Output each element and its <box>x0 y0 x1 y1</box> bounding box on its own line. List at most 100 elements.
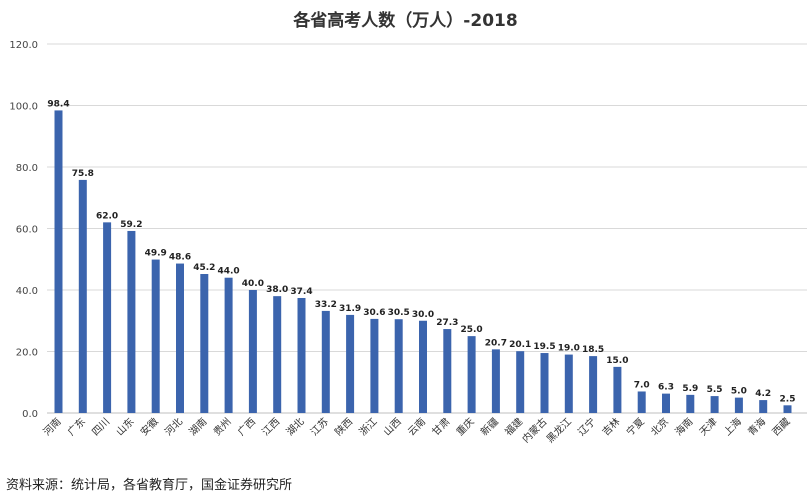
bar <box>540 353 549 413</box>
data-label: 15.0 <box>606 356 628 366</box>
y-tick-label: 60.0 <box>16 225 38 236</box>
bar <box>443 329 452 413</box>
x-tick-label: 河南 <box>40 415 63 438</box>
data-label: 30.5 <box>388 308 410 318</box>
x-tick-label: 湖南 <box>186 415 209 438</box>
data-label: 44.0 <box>217 267 239 277</box>
bar <box>467 336 476 413</box>
data-label: 45.2 <box>193 263 215 273</box>
bar <box>370 318 379 413</box>
data-label: 31.9 <box>339 304 361 314</box>
bar <box>710 396 719 413</box>
data-label: 18.5 <box>582 345 604 355</box>
x-tick-label: 贵州 <box>210 415 233 438</box>
bar <box>613 366 622 413</box>
data-label: 5.9 <box>682 384 698 394</box>
bar <box>637 391 646 413</box>
data-label: 75.8 <box>72 169 94 179</box>
data-label: 20.7 <box>485 338 507 348</box>
bar <box>589 356 598 413</box>
bar <box>346 314 355 413</box>
data-label: 5.5 <box>707 385 723 395</box>
data-label: 30.6 <box>363 308 385 318</box>
x-tick-label: 河北 <box>162 416 185 439</box>
bar <box>273 296 282 413</box>
data-label: 2.5 <box>780 394 796 404</box>
bar <box>686 394 695 413</box>
bar <box>248 290 257 413</box>
x-tick-label: 宁夏 <box>623 415 646 438</box>
bar <box>419 320 427 413</box>
bar <box>54 110 63 414</box>
data-label: 19.0 <box>558 344 580 354</box>
bar <box>78 179 87 413</box>
bar <box>783 405 792 413</box>
x-tick-label: 广东 <box>65 415 88 438</box>
bar <box>176 263 184 413</box>
y-tick-label: 120.0 <box>9 40 38 51</box>
x-tick-label: 西藏 <box>770 416 793 439</box>
x-tick-label: 浙江 <box>357 416 380 439</box>
x-tick-label: 江西 <box>260 416 283 439</box>
x-tick-label: 重庆 <box>453 415 476 438</box>
x-tick-label: 安徽 <box>137 415 160 438</box>
bar <box>103 222 112 413</box>
y-tick-label: 100.0 <box>9 102 38 113</box>
x-tick-label: 内蒙古 <box>519 415 549 445</box>
x-tick-label: 江苏 <box>308 415 331 438</box>
x-tick-label: 山东 <box>113 415 136 438</box>
x-tick-label: 四川 <box>90 416 112 438</box>
data-label: 40.0 <box>242 279 264 289</box>
bar <box>662 393 670 413</box>
x-tick-label: 上海 <box>721 415 744 438</box>
x-tick-label: 福建 <box>502 415 525 438</box>
x-tick-label: 新疆 <box>478 415 501 438</box>
data-label: 59.2 <box>120 220 142 230</box>
data-label: 37.4 <box>290 287 312 297</box>
bar <box>224 277 233 413</box>
x-tick-label: 吉林 <box>599 415 622 438</box>
y-tick-label: 20.0 <box>16 348 38 359</box>
bar <box>491 349 500 413</box>
x-tick-label: 湖北 <box>284 416 307 439</box>
data-label: 19.5 <box>533 342 555 352</box>
data-label: 25.0 <box>460 325 482 335</box>
x-tick-label: 广西 <box>235 416 258 439</box>
x-tick-label: 陕西 <box>332 415 355 438</box>
bar <box>200 274 209 413</box>
data-label: 33.2 <box>315 300 337 310</box>
bar <box>734 397 743 413</box>
bar <box>394 319 403 413</box>
bar <box>759 400 768 413</box>
x-tick-label: 黑龙江 <box>544 415 574 445</box>
source-note: 资料来源：统计局，各省教育厅，国金证券研究所 <box>6 478 293 493</box>
data-label: 49.9 <box>145 249 167 259</box>
data-label: 48.6 <box>169 253 191 263</box>
bar <box>564 354 573 413</box>
bar <box>127 230 136 413</box>
x-tick-label: 甘肃 <box>429 415 452 438</box>
data-label: 98.4 <box>47 99 69 109</box>
data-label: 38.0 <box>266 285 288 295</box>
data-label: 20.1 <box>509 340 531 350</box>
bar <box>516 351 525 413</box>
data-label: 6.3 <box>658 383 674 393</box>
y-tick-label: 40.0 <box>16 286 38 297</box>
y-tick-label: 0.0 <box>22 409 38 420</box>
x-tick-label: 青海 <box>745 415 768 438</box>
bar <box>151 259 160 413</box>
data-label: 5.0 <box>731 387 747 397</box>
chart-title: 各省高考人数（万人）-2018 <box>293 11 518 31</box>
x-tick-label: 天津 <box>697 416 720 439</box>
x-tick-label: 云南 <box>405 415 428 438</box>
bar-chart: 0.0 20.0 40.0 60.0 80.0 100.0 120.0 98.4 河南 75.8 广… <box>9 40 807 445</box>
bar <box>321 310 330 413</box>
x-tick-label: 山西 <box>381 416 404 439</box>
bar <box>297 297 306 413</box>
x-tick-label: 北京 <box>648 415 671 438</box>
x-tick-label: 海南 <box>672 415 695 438</box>
data-label: 7.0 <box>634 380 650 390</box>
data-label: 4.2 <box>755 389 771 399</box>
data-label: 30.0 <box>412 310 434 320</box>
y-tick-label: 80.0 <box>16 163 38 174</box>
